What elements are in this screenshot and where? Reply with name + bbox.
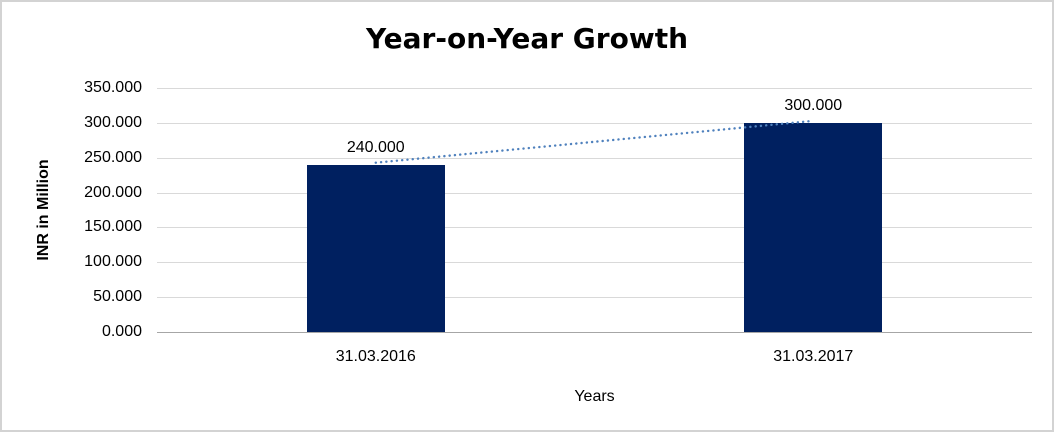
- gridline: [157, 88, 1032, 89]
- gridline: [157, 157, 1032, 159]
- gridline: [157, 192, 1032, 194]
- gridline: [157, 122, 1032, 124]
- y-tick-label: 100.000: [84, 253, 142, 271]
- y-tick-label: 200.000: [84, 183, 142, 201]
- bar-31.03.2017: [744, 122, 883, 332]
- gridline: [157, 297, 1032, 299]
- data-label: 240.000: [346, 138, 405, 156]
- chart-title: Year-on-Year Growth: [365, 22, 689, 55]
- x-axis-line: [157, 332, 1032, 333]
- y-tick-label: 250.000: [84, 148, 142, 166]
- gridline: [157, 227, 1032, 229]
- gridline: [157, 262, 1032, 264]
- y-tick-label: 300.000: [84, 113, 142, 131]
- bar-31.03.2016: [306, 164, 445, 332]
- data-label: 300.000: [784, 96, 843, 114]
- x-tick-label: 31.03.2016: [335, 348, 416, 365]
- y-tick-label: 0.000: [101, 323, 142, 340]
- y-tick-label: 150.000: [84, 218, 142, 236]
- y-axis-title: INR in Million: [35, 159, 52, 261]
- y-tick-label: 350.000: [84, 79, 142, 96]
- x-axis-title: Years: [574, 388, 615, 405]
- x-tick-label: 31.03.2017: [773, 348, 854, 365]
- y-tick-label: 50.000: [93, 288, 142, 306]
